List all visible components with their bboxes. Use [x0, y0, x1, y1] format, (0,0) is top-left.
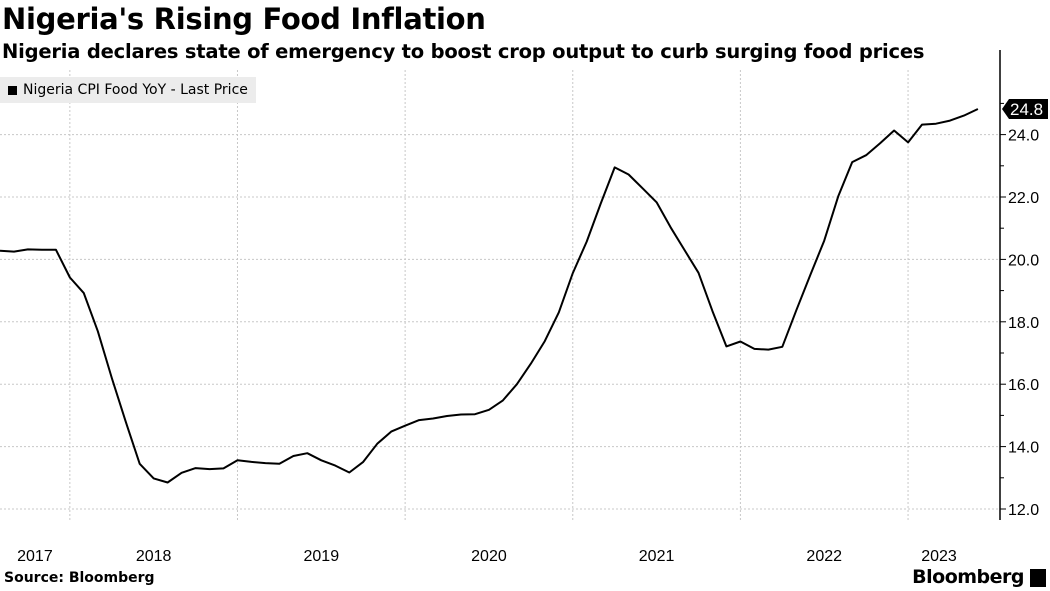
x-tick-label: 2018 — [136, 548, 172, 565]
chart-subtitle: Nigeria declares state of emergency to b… — [2, 40, 925, 63]
legend: Nigeria CPI Food YoY - Last Price — [0, 77, 256, 103]
last-value-flag — [1002, 99, 1048, 120]
legend-label: Nigeria CPI Food YoY - Last Price — [23, 82, 248, 98]
x-tick-label: 2021 — [639, 548, 675, 565]
series-line — [0, 108, 979, 484]
x-tick-label: 2022 — [806, 548, 842, 565]
y-tick-label: 18.0 — [1008, 315, 1039, 332]
y-tick-label: 22.0 — [1008, 190, 1039, 207]
y-tick-label: 14.0 — [1008, 440, 1039, 457]
x-tick-label: 2023 — [921, 548, 957, 565]
last-value-label: 24.8 — [1010, 100, 1043, 119]
y-tick-label: 16.0 — [1008, 377, 1039, 394]
y-tick-label: 20.0 — [1008, 252, 1039, 269]
x-tick-label: 2017 — [17, 548, 53, 565]
source-note: Source: Bloomberg — [4, 570, 155, 586]
chart-title: Nigeria's Rising Food Inflation — [2, 2, 486, 36]
legend-swatch — [8, 85, 17, 95]
x-tick-label: 2019 — [304, 548, 340, 565]
y-tick-label: 12.0 — [1008, 502, 1039, 519]
y-tick-label: 24.0 — [1008, 128, 1039, 145]
x-tick-label: 2020 — [471, 548, 507, 565]
bloomberg-chart-icon — [1030, 569, 1046, 587]
bloomberg-logo: Bloomberg — [912, 566, 1024, 588]
